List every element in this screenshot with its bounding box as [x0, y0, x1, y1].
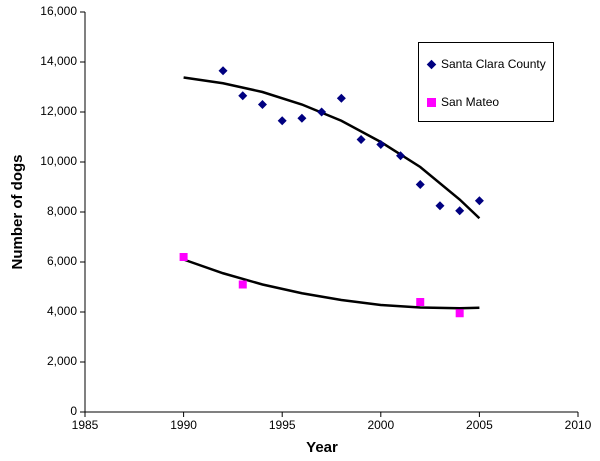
point	[257, 100, 267, 109]
point	[396, 151, 406, 161]
x-axis-title: Year	[306, 439, 338, 456]
point	[238, 280, 247, 289]
point	[416, 298, 425, 306]
x-tick-label: 2005	[466, 418, 493, 432]
trendline	[183, 258, 480, 310]
point	[317, 107, 327, 117]
point	[218, 66, 228, 76]
y-tick-label: 0	[70, 404, 77, 418]
y-tick-label: 12,000	[40, 104, 77, 118]
x-tick-label: 2010	[565, 418, 592, 432]
x-tick-label: 2000	[367, 418, 394, 432]
point	[179, 253, 188, 261]
y-tick-label: 8,000	[47, 204, 77, 218]
legend-label: San Mateo	[441, 95, 500, 109]
legend-label: Santa Clara County	[441, 57, 546, 71]
point	[474, 196, 484, 206]
y-tick-label: 6,000	[47, 254, 77, 268]
y-tick-label: 10,000	[40, 154, 77, 168]
point	[455, 309, 464, 318]
point	[356, 135, 366, 144]
y-tick-label: 4,000	[47, 304, 77, 318]
legend-item: Santa Clara County	[426, 57, 551, 71]
y-tick-label: 14,000	[40, 54, 77, 68]
legend-item: San Mateo	[427, 95, 551, 109]
legend: Santa Clara County San Mateo	[418, 42, 554, 122]
y-tick-label: 16,000	[40, 4, 77, 18]
point	[376, 140, 386, 149]
point	[238, 91, 248, 101]
x-tick-label: 1995	[269, 418, 296, 432]
legend-swatch	[427, 98, 436, 107]
trendline	[183, 76, 481, 220]
y-tick-label: 2,000	[47, 354, 77, 368]
point	[435, 201, 445, 211]
point	[336, 93, 346, 103]
x-tick-label: 1985	[72, 418, 99, 432]
x-tick-label: 1990	[170, 418, 197, 432]
point	[277, 116, 287, 126]
legend-swatch	[426, 59, 437, 70]
point	[415, 180, 425, 189]
point	[297, 113, 307, 123]
point	[455, 206, 465, 216]
y-axis-title: Number of dogs	[9, 155, 26, 270]
